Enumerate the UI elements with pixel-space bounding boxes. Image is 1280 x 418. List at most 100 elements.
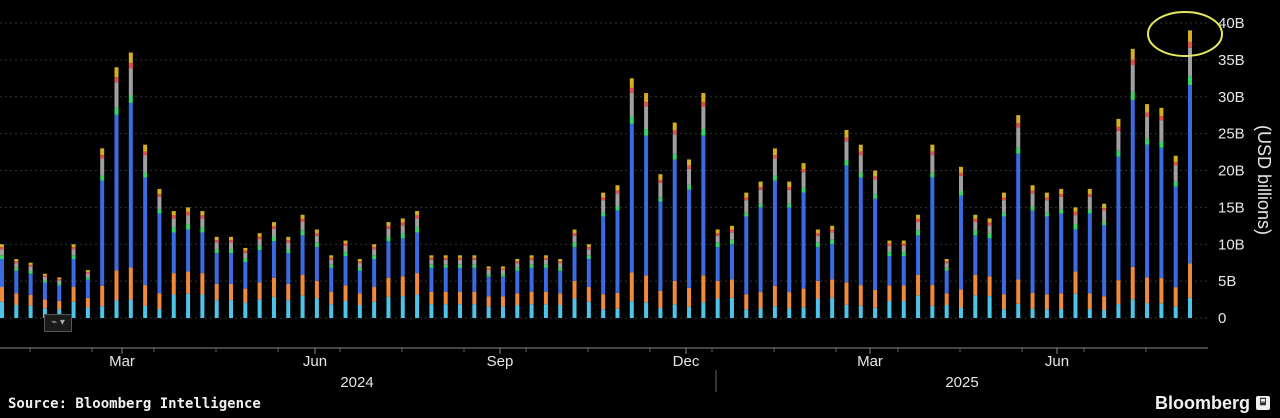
bar-segment xyxy=(930,177,935,286)
bar-segment xyxy=(114,107,119,115)
bar-segment xyxy=(515,261,520,264)
bar-segment xyxy=(1044,197,1049,201)
bar-segment xyxy=(644,302,649,318)
bar-segment xyxy=(443,291,448,305)
bar-segment xyxy=(529,291,534,305)
bar xyxy=(858,144,863,318)
bar-segment xyxy=(458,264,463,268)
bar-segment xyxy=(57,300,62,310)
bar-segment xyxy=(329,255,334,258)
bar-segment xyxy=(286,236,291,241)
bar-segment xyxy=(830,297,835,318)
bar-segment xyxy=(415,211,420,216)
bar-segment xyxy=(701,275,706,303)
bar-segment xyxy=(701,93,706,103)
bar-segment xyxy=(1073,211,1078,216)
bar-segment xyxy=(0,259,4,288)
bar-segment xyxy=(1173,155,1178,163)
bar xyxy=(14,259,19,318)
bar-segment xyxy=(930,285,935,306)
bar-segment xyxy=(644,129,649,136)
bar-segment xyxy=(529,264,534,268)
bar-segment xyxy=(901,243,906,246)
bar-segment xyxy=(672,280,677,305)
bar-segment xyxy=(658,197,663,202)
bar-segment xyxy=(214,240,219,243)
bar-segment xyxy=(586,255,591,259)
bar-segment xyxy=(572,235,577,243)
bar-segment xyxy=(42,276,47,281)
bar-segment xyxy=(329,264,334,268)
bar-segment xyxy=(357,293,362,306)
bar-segment xyxy=(42,299,47,309)
bar-segment xyxy=(815,235,820,243)
bar-segment xyxy=(85,273,90,278)
bar-segment xyxy=(1116,304,1121,318)
bar-segment xyxy=(500,269,505,275)
y-tick-label: 0 xyxy=(1218,310,1226,327)
bar-segment xyxy=(128,267,133,300)
bar-segment xyxy=(429,304,434,318)
bar xyxy=(85,270,90,318)
bar-segment xyxy=(386,241,391,278)
bar xyxy=(830,225,835,318)
bar-segment xyxy=(1188,85,1192,264)
bar-segment xyxy=(186,223,191,230)
bar-segment xyxy=(1001,294,1006,310)
bar-segment xyxy=(57,285,62,301)
bar xyxy=(114,67,119,318)
bar-segment xyxy=(1159,116,1164,121)
bar-segment xyxy=(944,293,949,306)
bar-segment xyxy=(543,259,548,265)
bar-segment xyxy=(615,210,620,293)
bar xyxy=(916,214,921,318)
bar-segment xyxy=(1087,308,1092,318)
bar-segment xyxy=(1173,165,1178,182)
bar-segment xyxy=(1059,209,1064,214)
bar-segment xyxy=(916,221,921,231)
bar-segment xyxy=(443,255,448,258)
bar-segment xyxy=(758,187,763,190)
bar-segment xyxy=(644,93,649,103)
bar xyxy=(887,240,892,318)
bar-segment xyxy=(0,255,4,259)
bar-segment xyxy=(644,106,649,130)
bar-segment xyxy=(257,239,262,246)
bar xyxy=(243,247,248,318)
bar xyxy=(486,266,491,318)
bar-segment xyxy=(243,302,248,318)
bar-segment xyxy=(958,175,963,192)
bar-segment xyxy=(128,63,133,69)
bar-segment xyxy=(286,240,291,243)
bar-segment xyxy=(85,277,90,280)
bar-segment xyxy=(486,269,491,275)
bar-segment xyxy=(1102,203,1107,209)
bar xyxy=(1130,48,1135,318)
bar xyxy=(687,159,692,318)
bar-segment xyxy=(772,175,777,181)
bar xyxy=(1087,188,1092,318)
bar-segment xyxy=(128,299,133,318)
bar-segment xyxy=(472,257,477,260)
bar xyxy=(200,211,205,318)
bar-segment xyxy=(143,144,148,152)
bar-segment xyxy=(515,267,520,271)
bar xyxy=(1173,155,1178,318)
chart-type-icon[interactable]: ⌁ ▾ xyxy=(44,314,72,332)
bar-segment xyxy=(128,94,133,103)
bar-segment xyxy=(85,307,90,318)
brand-name: Bloomberg xyxy=(1154,393,1250,413)
bar-segment xyxy=(658,201,663,291)
y-axis-label: (USD billions) xyxy=(1254,125,1274,235)
bar-segment xyxy=(1016,123,1021,128)
bar-segment xyxy=(243,258,248,262)
bar-segment xyxy=(1087,293,1092,309)
bar-segment xyxy=(243,261,248,289)
bar xyxy=(1016,115,1021,318)
bar-segment xyxy=(987,222,992,226)
bar-segment xyxy=(214,283,219,301)
bar-segment xyxy=(930,155,935,173)
x-month-label: Jun xyxy=(303,353,327,370)
x-month-label: Jun xyxy=(1045,353,1069,370)
